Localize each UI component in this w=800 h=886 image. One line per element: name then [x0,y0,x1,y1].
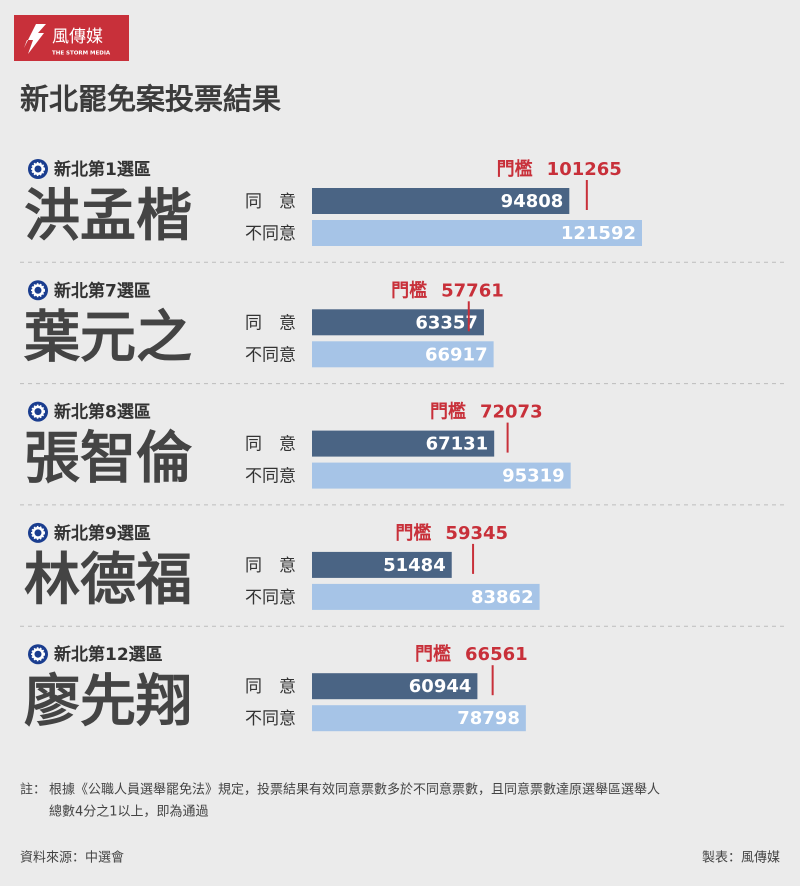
bar [312,673,478,700]
threshold-value: 101265 [547,159,622,180]
bar [312,462,571,489]
note: 總數4分之1以上，即為通過 [49,804,209,820]
threshold-text: 門檻 66561 [415,643,528,665]
value-label: 78798 [457,708,520,729]
district: 新北第12選區 [54,644,163,665]
note-prefix: 註： [20,783,46,798]
emblem-core [34,650,42,658]
candidate-name: 林德福 [24,548,192,613]
threshold-label: 門檻 [497,158,533,180]
value-label: 66917 [425,344,488,365]
category-label: 不同意 [245,224,296,244]
emblem-core [34,408,42,416]
value-label: 67131 [426,434,489,455]
threshold-value: 66561 [465,644,528,665]
threshold-value: 72073 [480,402,543,423]
value-label: 63357 [415,312,478,333]
threshold-value: 59345 [445,523,508,544]
district: 新北第7選區 [54,280,151,301]
bar [312,309,484,336]
note: 根據《公職人員選舉罷免法》規定，投票結果有效同意票數多於不同意票數，且同意票數達… [49,782,660,798]
logo-icon [24,24,46,54]
bar [312,551,452,578]
threshold-label: 門檻 [415,643,451,665]
category-label: 同 意 [245,313,296,333]
threshold-text: 門檻 59345 [395,522,508,544]
logo-text: 風傳媒 [52,27,103,47]
category-label: 同 意 [245,192,296,212]
logo-subtext: THE STORM MEDIA [52,51,111,57]
category-label: 不同意 [245,345,296,365]
bar [312,583,540,610]
page-title: 新北罷免案投票結果 [20,82,281,116]
emblem-core [34,286,42,294]
category-label: 同 意 [245,677,296,697]
value-label: 121592 [561,223,636,244]
category-label: 同 意 [245,435,296,455]
threshold-text: 門檻 57761 [391,279,504,301]
district: 新北第9選區 [54,523,151,544]
candidate-name: 葉元之 [23,305,192,370]
emblem-core [34,165,42,173]
bar [312,705,526,732]
category-label: 不同意 [245,588,296,608]
value-label: 83862 [471,587,534,608]
value-label: 60944 [409,676,472,697]
candidate-name: 張智倫 [24,427,193,492]
threshold-label: 門檻 [395,522,431,544]
value-label: 94808 [501,191,564,212]
district: 新北第8選區 [54,402,151,423]
bar [312,430,495,457]
emblem-core [34,529,42,537]
candidate-name: 洪孟楷 [24,184,192,249]
threshold-text: 門檻 72073 [430,401,543,423]
bar [312,188,570,214]
candidate-name: 廖先翔 [24,669,192,734]
bar [312,341,494,368]
district: 新北第1選區 [54,159,151,180]
category-label: 不同意 [245,709,296,729]
source: 資料來源：中選會 [20,851,124,866]
bar [312,220,642,246]
threshold-label: 門檻 [391,279,427,301]
credit: 製表：風傳媒 [702,851,780,866]
threshold-label: 門檻 [430,401,466,423]
threshold-value: 57761 [441,280,504,301]
sections: 新北第1選區洪孟楷同 意 94808不同意 121592門檻 101265新北第7選區… [20,158,785,734]
threshold-text: 門檻 101265 [497,158,622,180]
category-label: 同 意 [245,556,296,576]
value-label: 95319 [502,466,565,487]
category-label: 不同意 [245,467,296,487]
value-label: 51484 [383,555,446,576]
